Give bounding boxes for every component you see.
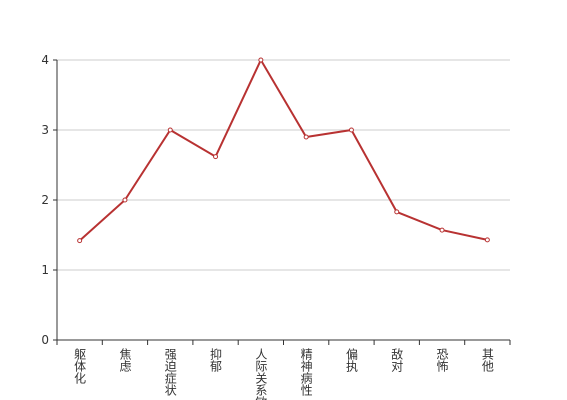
- point: [122, 197, 128, 203]
- x-tick-label: 恐怖: [435, 348, 449, 372]
- point: [439, 227, 445, 233]
- x-tick-label: 偏执: [344, 347, 358, 373]
- y-tick-label: 1: [41, 263, 49, 277]
- y-tick-label: 2: [41, 193, 49, 207]
- point: [394, 209, 400, 215]
- y-tick-label: 4: [41, 53, 49, 67]
- x-tick-label: 焦虑: [118, 348, 132, 372]
- x-tick-label: 敌对: [390, 347, 404, 372]
- x-tick-label: 精神病性: [299, 348, 313, 397]
- y-tick-label: 0: [41, 333, 49, 347]
- point: [303, 134, 309, 140]
- line: [78, 57, 488, 242]
- point: [258, 57, 264, 63]
- x-tick-label: 抑郁: [209, 347, 223, 373]
- x-tick-label: 其他: [480, 348, 494, 372]
- point: [77, 238, 83, 244]
- x-tick-label: 人际关系敏感: [254, 348, 268, 400]
- point: [348, 127, 354, 133]
- x-tick-label: 强迫症状: [163, 348, 177, 396]
- point: [213, 154, 219, 160]
- point: [484, 237, 490, 243]
- x-tick-label: 躯体化: [73, 347, 87, 385]
- point: [167, 127, 173, 133]
- y-tick-label: 3: [41, 123, 49, 137]
